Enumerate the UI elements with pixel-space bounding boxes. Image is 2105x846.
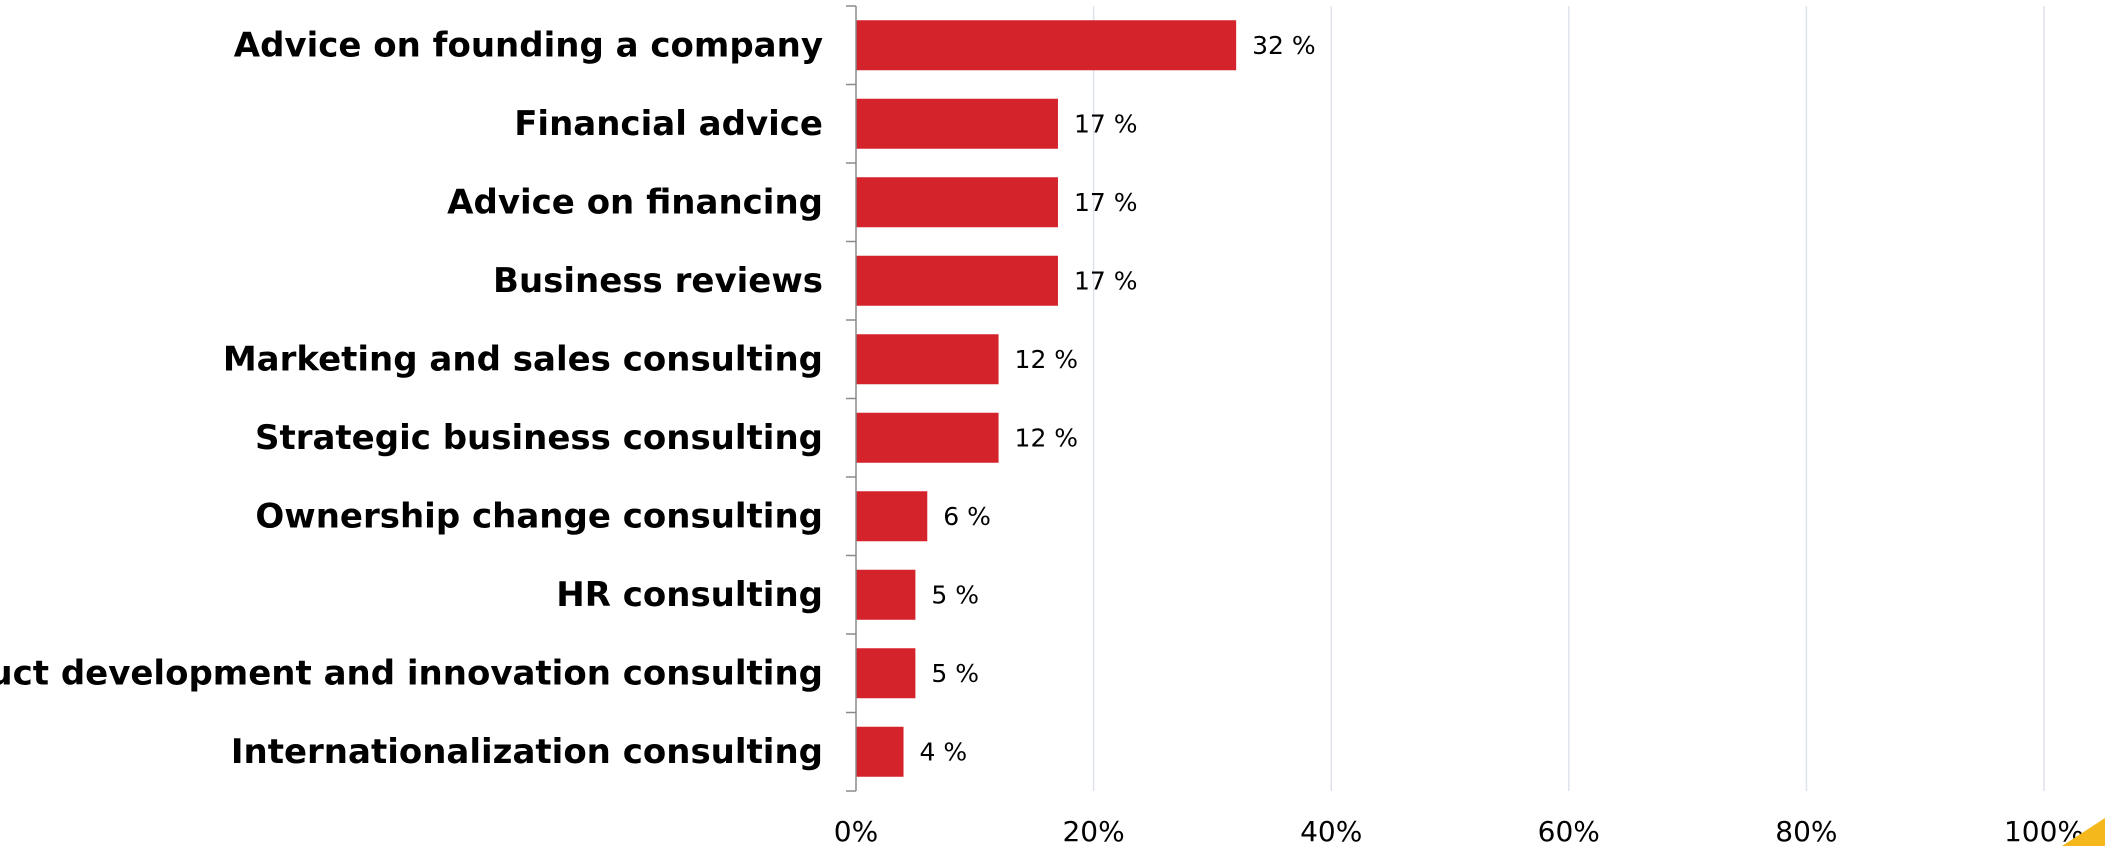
x-tick-label: 40% xyxy=(1300,815,1362,846)
bar xyxy=(856,726,904,777)
data-label: 6 % xyxy=(943,502,991,531)
corner-accent-shape xyxy=(2062,818,2105,846)
category-label: Product development and innovation consu… xyxy=(0,653,823,693)
data-label: 4 % xyxy=(920,737,968,766)
bar xyxy=(856,20,1237,71)
category-label: Financial advice xyxy=(514,104,823,144)
bar xyxy=(856,648,916,699)
bar xyxy=(856,334,999,385)
value-labels: 32 % 17 % 17 % 17 % 12 % 12 % 6 % 5 % 5 % 4 % xyxy=(920,31,1316,767)
category-label: Advice on founding a company xyxy=(234,25,823,65)
data-label: 17 % xyxy=(1074,109,1138,138)
bar xyxy=(856,569,916,620)
category-label: HR consulting xyxy=(556,575,823,615)
data-label: 5 % xyxy=(931,580,979,609)
y-axis xyxy=(846,5,857,792)
x-tick-label: 80% xyxy=(1775,815,1837,846)
data-label: 17 % xyxy=(1074,266,1138,295)
category-label: Strategic business consulting xyxy=(255,418,823,458)
x-tick-label: 20% xyxy=(1062,815,1124,846)
bar xyxy=(856,412,999,463)
bar xyxy=(856,98,1058,149)
category-label: Ownership change consulting xyxy=(255,496,823,536)
category-label: Internationalization consulting xyxy=(231,732,823,772)
data-label: 17 % xyxy=(1074,188,1138,217)
x-tick-labels: 0% 20% 40% 60% 80% 100% xyxy=(834,815,2084,846)
data-label: 5 % xyxy=(931,659,979,688)
data-label: 32 % xyxy=(1252,31,1316,60)
gridlines xyxy=(1092,6,2045,791)
bar xyxy=(856,491,928,542)
category-labels: Advice on founding a company Financial ad… xyxy=(0,25,823,772)
bar xyxy=(856,177,1058,228)
x-tick-label: 60% xyxy=(1538,815,1600,846)
data-label: 12 % xyxy=(1015,345,1079,374)
data-label: 12 % xyxy=(1015,423,1079,452)
category-label: Marketing and sales consulting xyxy=(223,339,823,379)
category-label: Business reviews xyxy=(493,261,823,301)
bars xyxy=(856,20,1237,777)
x-tick-label: 0% xyxy=(834,815,878,846)
bar xyxy=(856,255,1058,306)
category-label: Advice on financing xyxy=(447,182,823,222)
